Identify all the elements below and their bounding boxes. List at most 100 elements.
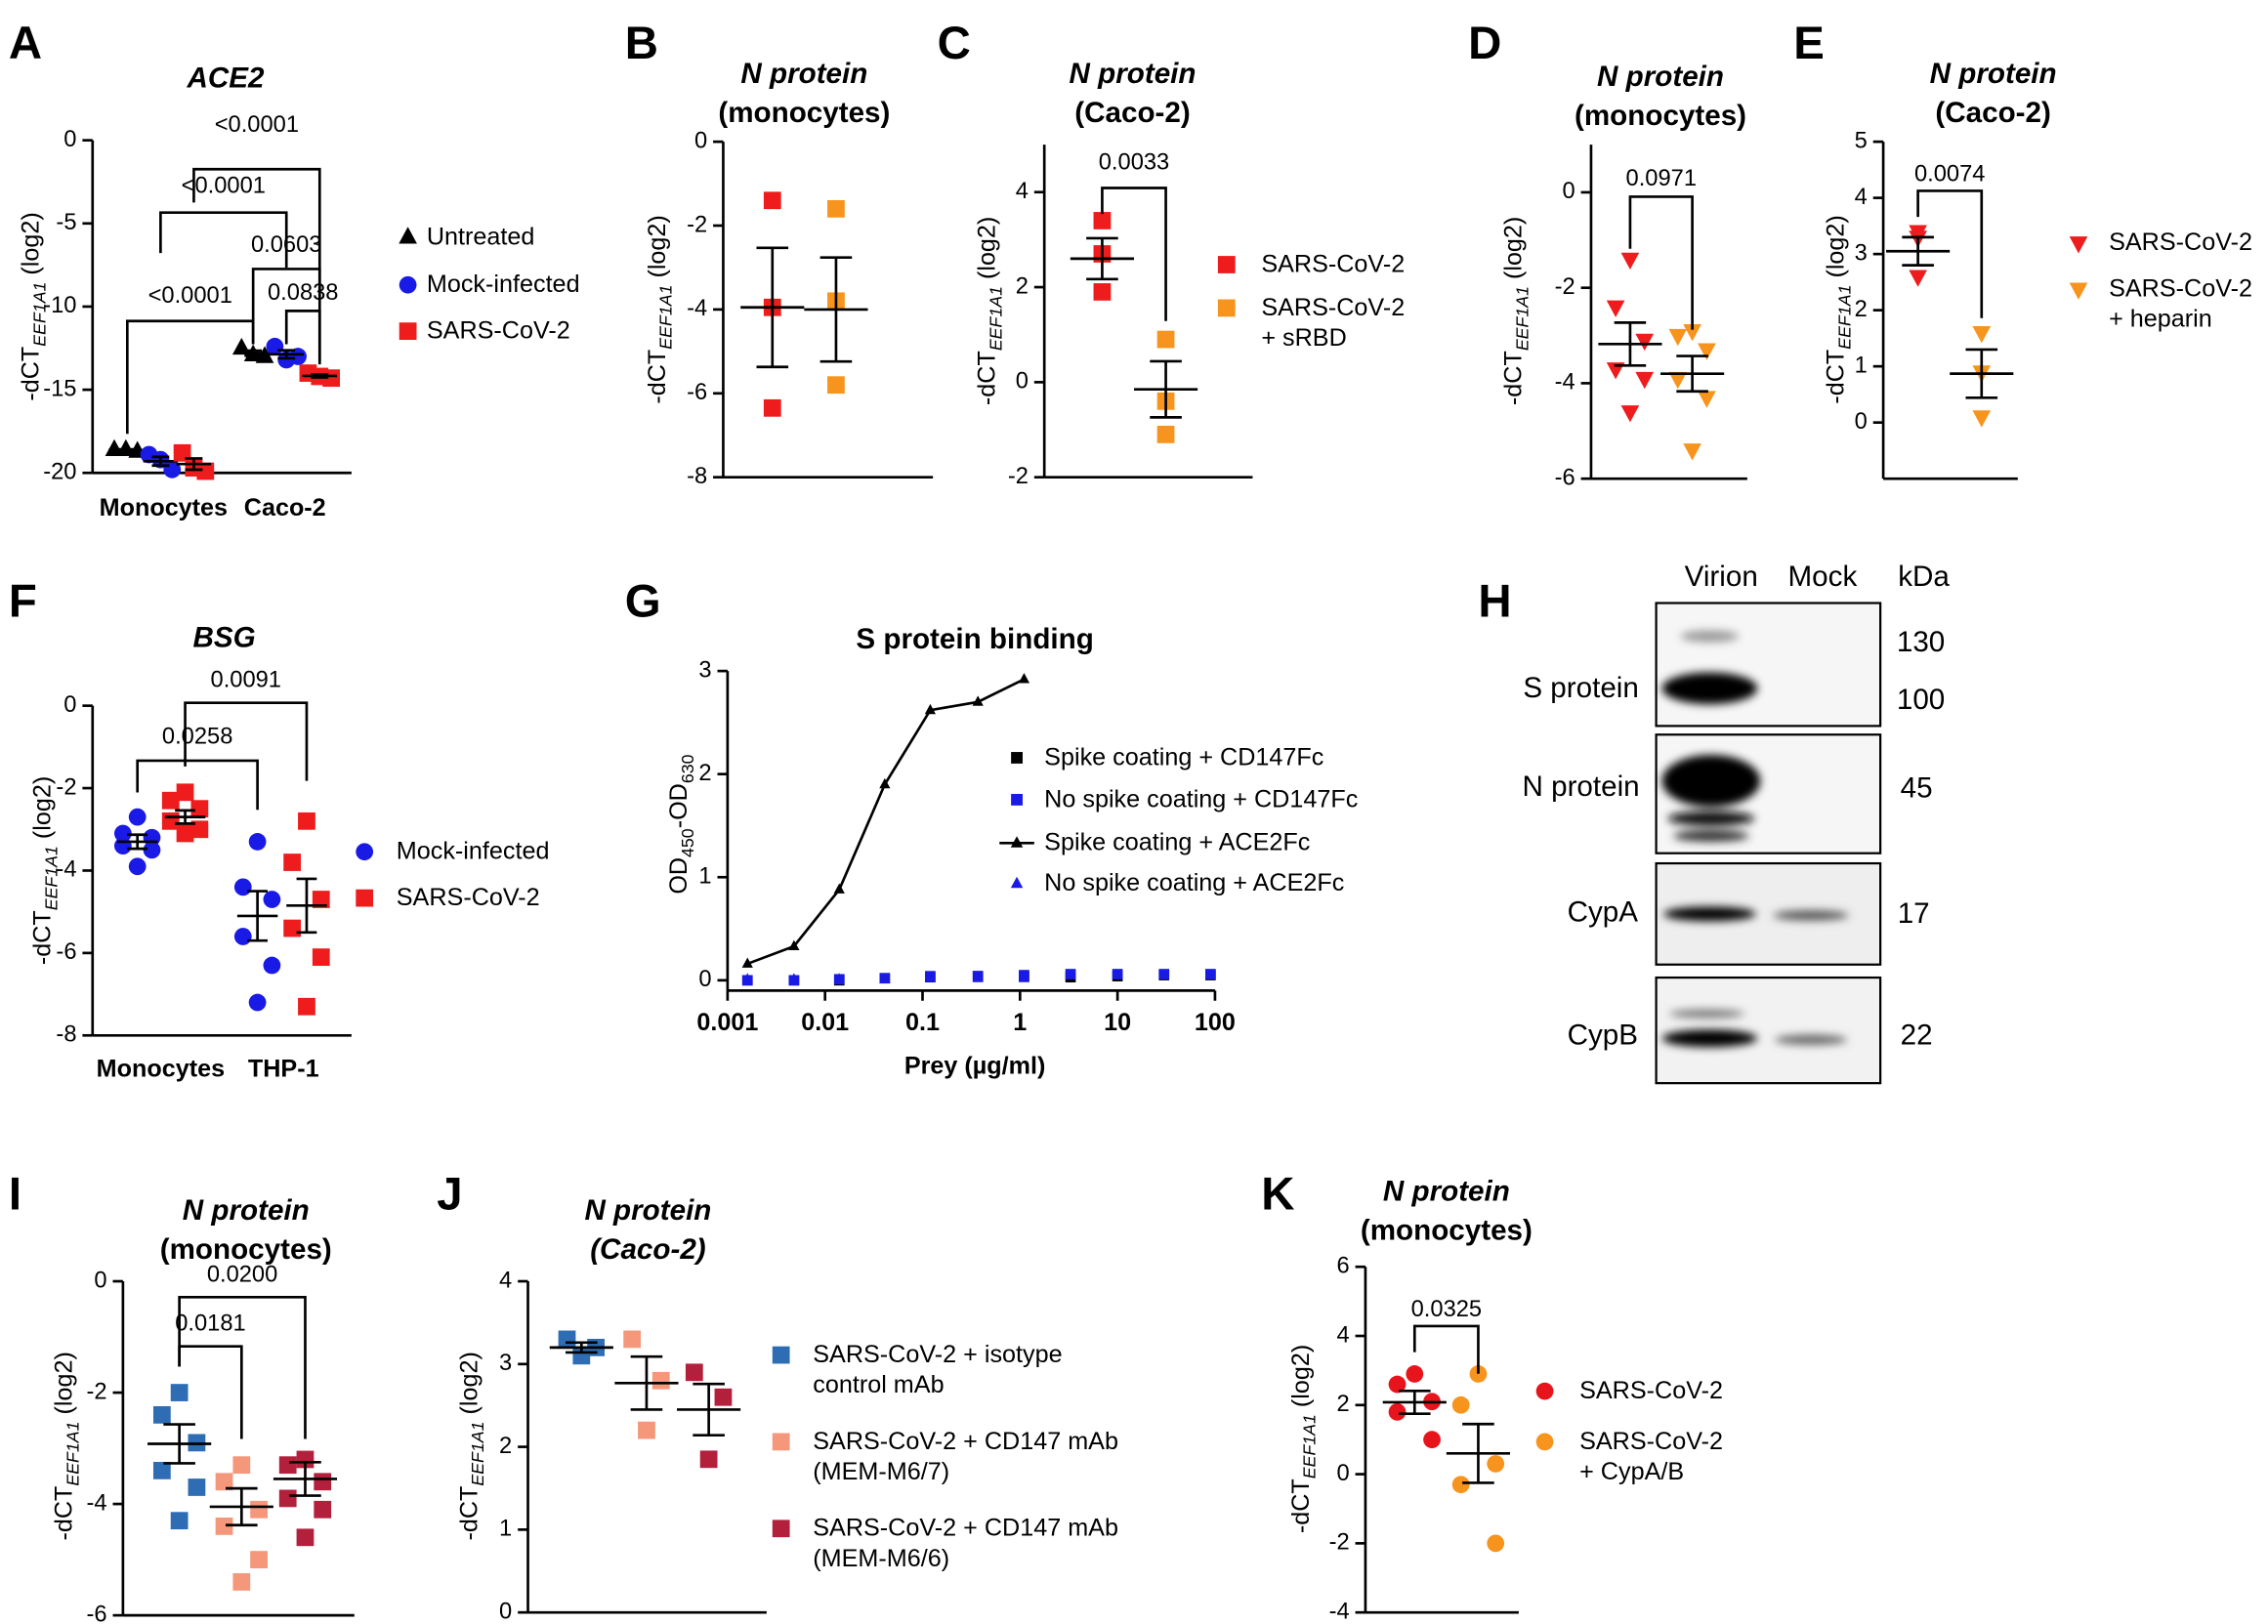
legend-marker — [1535, 1382, 1554, 1400]
x-tick-label: 0.001 — [696, 1009, 758, 1036]
legend-label: No spike coating + CD147Fc — [1044, 785, 1359, 813]
data-point — [1683, 443, 1701, 461]
data-point — [1451, 1476, 1470, 1494]
x-tick-label: Monocytes — [100, 494, 228, 521]
y-axis-label-part: 450 — [678, 828, 697, 857]
data-point — [298, 997, 315, 1016]
data-point — [176, 783, 194, 802]
significance-bracket — [251, 268, 321, 345]
data-point — [143, 841, 161, 859]
p-value: 0.0074 — [1914, 161, 1985, 187]
data-point — [1451, 1395, 1470, 1414]
panel-letter: B — [625, 18, 658, 69]
legend-label-box: SARS-CoV-2 + sRBD — [1261, 294, 1405, 352]
p-value: 0.0603 — [251, 232, 321, 258]
data-point — [215, 1518, 233, 1535]
legend-label: Spike coating + CD147Fc — [1044, 743, 1324, 771]
data-point — [1158, 969, 1170, 979]
data-point — [298, 812, 315, 830]
y-axis-label-part: EEF1A1 — [29, 282, 49, 347]
legend-label: SARS-CoV-2 + CD147 mAb (MEM-M6/7) — [813, 1427, 1118, 1485]
chart-title: N protein — [1930, 58, 2057, 90]
kda-marker: 17 — [1898, 897, 1930, 930]
legend-marker — [1010, 876, 1024, 889]
legend-label-box: SARS-CoV-2 — [2109, 229, 2252, 256]
legend-marker — [1217, 299, 1236, 317]
legend-label-box: SARS-CoV-2 — [1579, 1377, 1723, 1404]
data-point — [1018, 673, 1030, 684]
legend-marker — [356, 843, 374, 861]
data-point — [278, 1456, 297, 1475]
legend-label: Mock-infected — [396, 837, 550, 865]
legend-label: No spike coating + ACE2Fc — [1044, 868, 1345, 897]
significance-bracket — [284, 310, 321, 365]
legend-label-box: Mock-infected — [396, 837, 550, 865]
data-point — [314, 1500, 332, 1519]
data-point — [296, 1528, 315, 1547]
y-tick-label: 0 — [63, 692, 76, 718]
y-axis-label-part: OD — [665, 857, 693, 895]
band — [1662, 906, 1756, 922]
y-tick-label: -4 — [1555, 370, 1575, 396]
y-axis-label-part: EEF1A1 — [986, 286, 1005, 351]
y-axis-label-part: EEF1A1 — [41, 846, 61, 910]
row-label: CypA — [1568, 896, 1639, 929]
y-tick-label: -8 — [56, 1022, 76, 1048]
y-tick-label: 5 — [1855, 128, 1868, 153]
band — [1680, 630, 1739, 643]
data-point — [312, 891, 330, 908]
data-point — [558, 1330, 576, 1349]
data-point — [215, 1473, 233, 1491]
legend-label: SARS-CoV-2 + isotype control mAb — [813, 1340, 1063, 1398]
y-tick-label: 1 — [1855, 353, 1868, 378]
data-point — [190, 800, 209, 818]
data-point — [263, 891, 281, 908]
y-tick-label: 2 — [1336, 1392, 1349, 1417]
legend-marker — [2069, 236, 2088, 254]
significance-bracket — [192, 167, 321, 362]
chart-title: N protein — [1597, 61, 1724, 93]
data-point — [833, 883, 845, 894]
legend-label-box: SARS-CoV-2 + isotype control mAb — [813, 1340, 1063, 1398]
data-point — [741, 973, 753, 983]
kda-marker: 130 — [1897, 626, 1945, 658]
y-axis-label-part: -dCT — [1499, 351, 1527, 405]
band — [1773, 910, 1849, 921]
chart-title: N protein — [1070, 58, 1197, 90]
data-point — [170, 1384, 189, 1401]
data-point — [1406, 1365, 1424, 1383]
x-tick-label: 0.1 — [905, 1009, 940, 1036]
data-point — [1156, 426, 1175, 443]
legend-label-box: SARS-CoV-2 + CD147 mAb (MEM-M6/7) — [813, 1427, 1118, 1485]
y-tick-label: -5 — [56, 210, 76, 235]
x-axis-label: Prey (µg/ml) — [904, 1053, 1046, 1080]
y-tick-label: -2 — [1329, 1530, 1350, 1556]
data-point — [1487, 1534, 1505, 1553]
y-tick-label: 3 — [698, 657, 711, 683]
data-point — [763, 191, 781, 210]
y-tick-label: 4 — [1016, 179, 1029, 204]
legend-label: SARS-CoV-2 + CD147 mAb (MEM-M6/6) — [813, 1514, 1118, 1572]
y-tick-label: 2 — [698, 761, 711, 786]
p-value: 0.0838 — [268, 280, 338, 306]
legend-label-box: SARS-CoV-2 + heparin — [2109, 274, 2253, 333]
y-axis-label-part: (log2) — [1822, 215, 1849, 284]
y-axis-label-part: (log2) — [455, 1352, 483, 1421]
band — [1661, 1029, 1758, 1048]
data-point — [113, 837, 132, 855]
panel-letter: A — [9, 18, 42, 69]
data-point — [233, 928, 252, 945]
legend-label: SARS-CoV-2 + heparin — [2109, 274, 2253, 333]
data-point — [972, 972, 984, 982]
legend-marker — [399, 275, 417, 294]
y-tick-label: 0 — [1016, 369, 1029, 395]
chart-title: (monocytes) — [718, 97, 890, 129]
y-axis-label-part: -dCT — [455, 1486, 483, 1541]
fit-line — [746, 678, 1026, 966]
data-point — [685, 1363, 703, 1382]
data-point — [266, 337, 284, 355]
band — [1661, 672, 1758, 705]
legend-label-box: No spike coating + CD147Fc — [1044, 785, 1359, 813]
p-value: 0.0971 — [1626, 166, 1697, 191]
